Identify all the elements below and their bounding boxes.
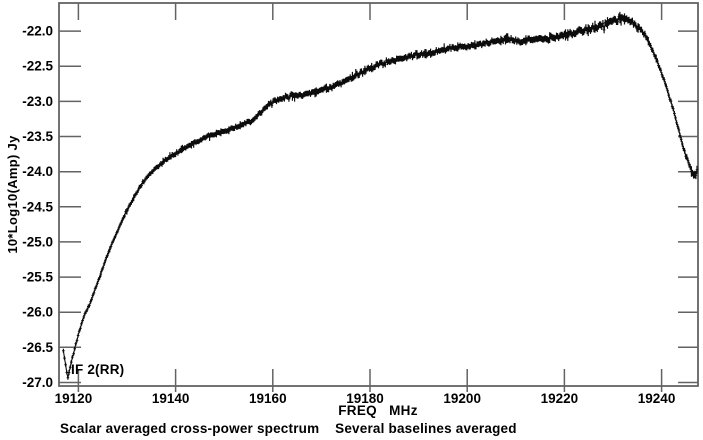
x-tick-label: 19200	[443, 391, 481, 406]
plot-frame	[58, 2, 699, 387]
if-polarization-label: IF 2(RR)	[71, 362, 125, 377]
y-tick-label: -23.0	[22, 94, 53, 109]
x-tick-label: 19220	[541, 391, 579, 406]
x-tick-label: 19140	[152, 391, 190, 406]
y-tick-label: -27.0	[22, 375, 53, 390]
x-tick-label: 19180	[346, 391, 384, 406]
y-tick-label: -25.5	[22, 270, 53, 285]
y-tick-label: -22.0	[22, 24, 53, 39]
y-tick-label: -26.0	[22, 305, 53, 320]
x-tick-label: 19160	[249, 391, 287, 406]
spectrum-error-bars	[62, 11, 698, 380]
y-axis-title: 10*Log10(Amp) Jy	[5, 135, 20, 254]
figure-caption: Scalar averaged cross-power spectrum Sev…	[60, 421, 517, 436]
axis-ticks	[59, 3, 698, 392]
y-tick-label: -26.5	[22, 340, 53, 355]
x-axis-title: FREQ MHz	[338, 403, 418, 418]
y-tick-label: -22.5	[22, 59, 53, 74]
x-tick-label: 19240	[638, 391, 676, 406]
y-tick-label: -23.5	[22, 129, 53, 144]
y-tick-label: -24.0	[22, 164, 53, 179]
spectrum-point-markers	[62, 16, 699, 379]
x-tick-label: 19120	[55, 391, 93, 406]
spectrum-line	[62, 15, 698, 378]
y-tick-label: -24.5	[22, 199, 53, 214]
y-tick-label: -25.0	[22, 234, 53, 249]
